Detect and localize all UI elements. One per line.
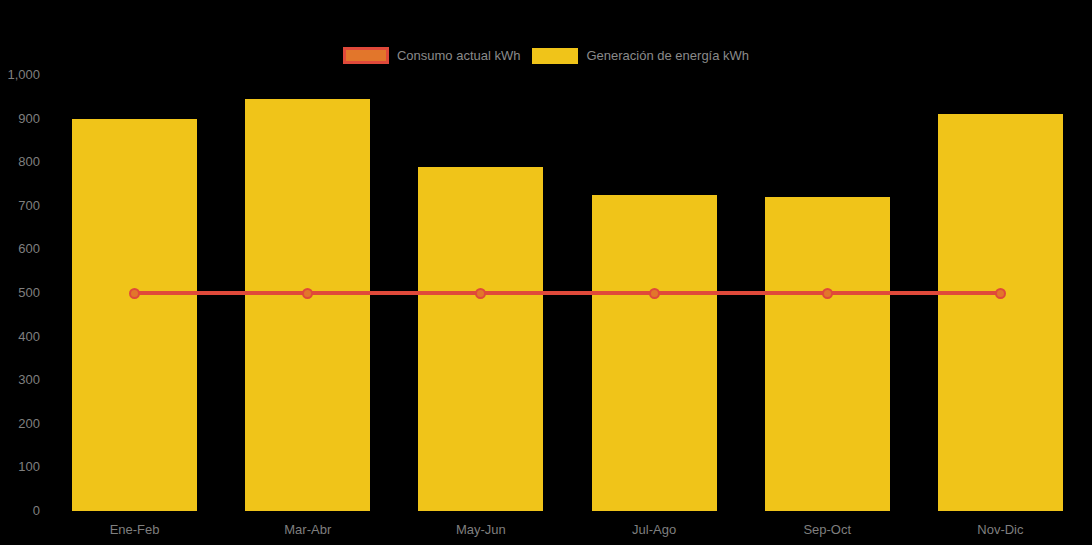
- x-axis-label: May-Jun: [411, 522, 551, 537]
- generacion-bar-swatch-icon: [532, 48, 578, 64]
- y-axis-label: 600: [0, 241, 40, 257]
- legend-item-consumo[interactable]: Consumo actual kWh: [343, 47, 521, 64]
- y-axis-label: 900: [0, 111, 40, 127]
- bar-Mar-Abr[interactable]: [245, 99, 370, 511]
- line-marker-Ene-Feb[interactable]: [129, 288, 140, 299]
- x-axis-label: Sep-Oct: [757, 522, 897, 537]
- legend-item-generacion[interactable]: Generación de energía kWh: [532, 48, 749, 64]
- consumo-line-swatch-icon: [343, 47, 389, 64]
- y-axis-label: 500: [0, 285, 40, 301]
- x-axis-label: Jul-Ago: [584, 522, 724, 537]
- line-marker-Sep-Oct[interactable]: [822, 288, 833, 299]
- legend-label-generacion: Generación de energía kWh: [586, 48, 749, 63]
- bar-May-Jun[interactable]: [418, 167, 543, 511]
- y-axis-label: 1,000: [0, 67, 40, 83]
- chart-legend: Consumo actual kWh Generación de energía…: [0, 47, 1092, 64]
- consumo-line: [135, 291, 1001, 295]
- y-axis-label: 200: [0, 416, 40, 432]
- bar-Jul-Ago[interactable]: [592, 195, 717, 511]
- y-axis-label: 400: [0, 329, 40, 345]
- x-axis-label: Nov-Dic: [930, 522, 1070, 537]
- y-axis-label: 0: [0, 503, 40, 519]
- line-marker-Jul-Ago[interactable]: [649, 288, 660, 299]
- y-axis-label: 800: [0, 154, 40, 170]
- line-marker-Mar-Abr[interactable]: [302, 288, 313, 299]
- y-axis-label: 700: [0, 198, 40, 214]
- energy-chart: Consumo actual kWh Generación de energía…: [0, 0, 1092, 545]
- x-axis-label: Mar-Abr: [238, 522, 378, 537]
- y-axis-label: 100: [0, 459, 40, 475]
- x-axis-label: Ene-Feb: [65, 522, 205, 537]
- bar-Ene-Feb[interactable]: [72, 119, 197, 511]
- line-marker-Nov-Dic[interactable]: [995, 288, 1006, 299]
- bar-Nov-Dic[interactable]: [938, 114, 1063, 511]
- line-marker-May-Jun[interactable]: [475, 288, 486, 299]
- legend-label-consumo: Consumo actual kWh: [397, 48, 521, 63]
- bar-Sep-Oct[interactable]: [765, 197, 890, 511]
- y-axis-label: 300: [0, 372, 40, 388]
